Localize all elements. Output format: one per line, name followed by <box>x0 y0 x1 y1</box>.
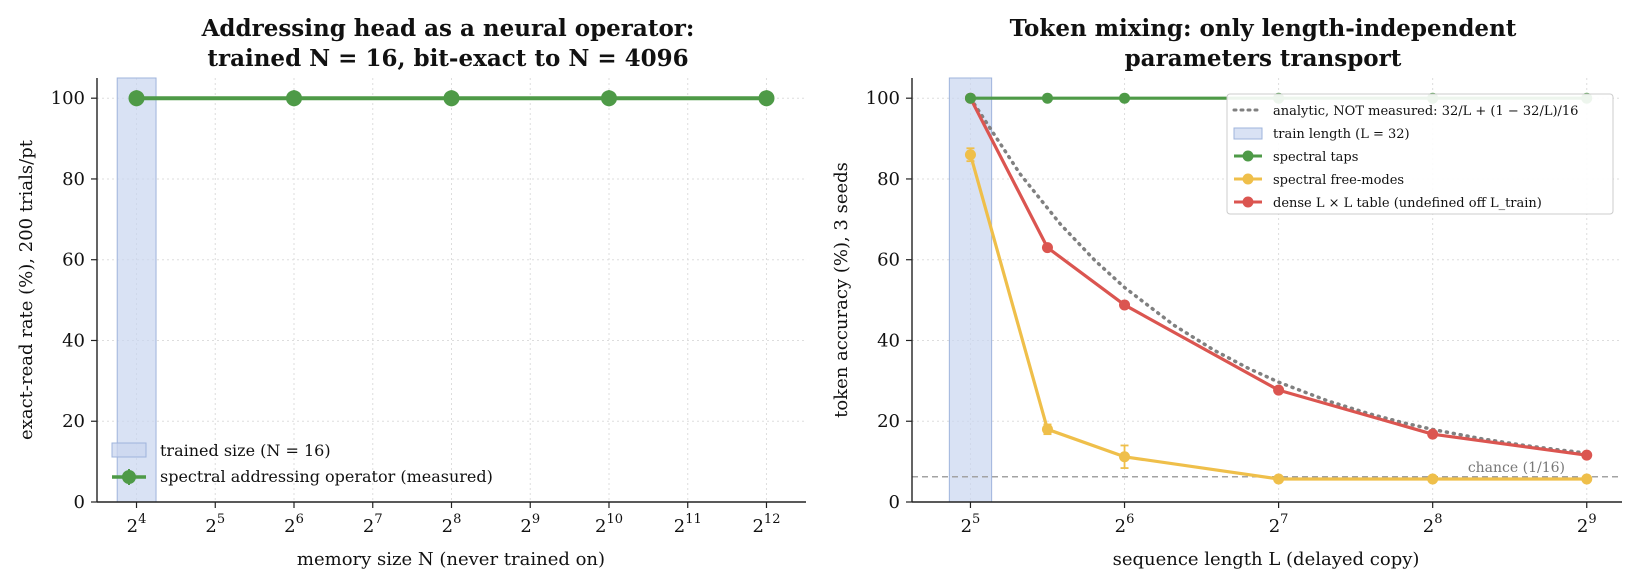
right-series-dense-point <box>1427 428 1439 440</box>
right-series-freemodes-point <box>964 149 976 161</box>
right-y-tick-label: 40 <box>877 330 900 351</box>
left-series-point <box>758 90 775 107</box>
right-analytic-curve <box>968 96 1589 455</box>
left-x-tick-label: 26 <box>284 512 304 537</box>
right-series-freemodes-point <box>1119 451 1131 463</box>
left-chart-panel: Addressing head as a neural operator: tr… <box>16 15 806 570</box>
right-series-freemodes-line <box>968 154 1587 481</box>
left-x-ticks: 24 25 26 27 28 29 210 211 212 <box>127 502 780 537</box>
right-legend-taps-label: spectral taps <box>1273 150 1358 165</box>
left-y-axis-label: exact-read rate (%), 200 trials/pt <box>16 139 37 440</box>
right-series-freemodes-point <box>1581 473 1593 485</box>
left-y-tick-label: 60 <box>62 250 85 271</box>
left-x-tick-label: 27 <box>363 512 383 537</box>
left-series-point <box>286 90 303 107</box>
left-legend-shade-swatch <box>111 442 147 458</box>
right-chart-panel: Token mixing: only length-independent pa… <box>831 15 1622 570</box>
right-chance-label: chance (1/16) <box>1468 460 1565 476</box>
right-chart-title-line1: Token mixing: only length-independent <box>1010 15 1517 42</box>
right-series-taps-point <box>1119 92 1131 104</box>
right-series-freemodes-point <box>1041 423 1053 435</box>
left-legend-shade-label: trained size (N = 16) <box>160 441 331 460</box>
right-chance-line: chance (1/16) <box>912 460 1622 478</box>
left-y-tick-label: 0 <box>74 492 85 513</box>
right-series-taps-point <box>1041 92 1053 104</box>
left-series-point <box>128 90 145 107</box>
left-x-tick-label: 28 <box>442 512 462 537</box>
right-x-tick-label: 28 <box>1423 512 1443 537</box>
left-chart-title-line1: Addressing head as a neural operator: <box>201 15 695 42</box>
right-legend-analytic-label: analytic, NOT measured: 32/L + (1 − 32/L… <box>1273 104 1578 119</box>
right-legend-freemodes-marker <box>1242 173 1254 185</box>
right-y-tick-label: 60 <box>877 250 900 271</box>
right-series-taps-point <box>964 92 976 104</box>
left-grid <box>97 78 806 503</box>
left-x-tick-label: 210 <box>595 512 623 537</box>
left-y-ticks: 0 20 40 60 80 100 <box>51 88 97 513</box>
right-analytic-dotted-line <box>968 96 1589 455</box>
right-series-dense-point <box>1041 242 1053 254</box>
left-series-layer <box>128 90 775 107</box>
right-x-ticks: 25 26 27 28 29 <box>961 502 1597 537</box>
left-series-point <box>600 90 617 107</box>
right-x-tick-label: 26 <box>1115 512 1135 537</box>
right-legend-shade-swatch <box>1233 127 1263 140</box>
right-series-dense-line <box>969 97 1587 457</box>
right-x-axis-label: sequence length L (delayed copy) <box>1113 549 1420 570</box>
right-series-dense-point <box>1119 299 1131 311</box>
right-shaded-region <box>948 77 993 503</box>
left-legend-series-label: spectral addressing operator (measured) <box>160 467 493 486</box>
left-legend: trained size (N = 16) spectral addressin… <box>111 441 493 486</box>
left-shaded-band <box>116 77 157 503</box>
left-y-tick-label: 80 <box>62 169 85 190</box>
right-legend-dense-label: dense L × L table (undefined off L_train… <box>1273 196 1542 211</box>
right-legend-freemodes-label: spectral free-modes <box>1273 173 1404 188</box>
right-x-tick-label: 27 <box>1269 512 1289 537</box>
left-y-tick-label: 20 <box>62 411 85 432</box>
right-y-tick-label: 0 <box>889 492 900 513</box>
left-chart-title-line2: trained N = 16, bit-exact to N = 4096 <box>207 45 688 72</box>
right-y-tick-label: 20 <box>877 411 900 432</box>
right-series-freemodes-point <box>1273 473 1285 485</box>
left-x-axis-label: memory size N (never trained on) <box>297 549 605 570</box>
left-x-tick-label: 29 <box>520 512 540 537</box>
right-y-tick-label: 100 <box>866 88 900 109</box>
left-x-tick-label: 24 <box>127 512 147 537</box>
right-legend-dense-marker <box>1242 196 1254 208</box>
left-shaded-region <box>116 77 157 503</box>
left-y-tick-label: 40 <box>62 330 85 351</box>
left-y-tick-label: 100 <box>51 88 85 109</box>
left-x-tick-label: 25 <box>205 512 225 537</box>
right-y-ticks: 0 20 40 60 80 100 <box>866 88 912 513</box>
right-legend: analytic, NOT measured: 32/L + (1 − 32/L… <box>1226 93 1614 215</box>
left-legend-series-marker <box>122 470 136 484</box>
left-x-tick-label: 211 <box>674 512 702 537</box>
right-y-axis-label: token accuracy (%), 3 seeds <box>831 162 852 418</box>
right-legend-shade-label: train length (L = 32) <box>1273 127 1410 142</box>
left-series-point <box>443 90 460 107</box>
right-series-dense-point <box>1581 449 1593 461</box>
right-legend-taps-marker <box>1242 150 1254 162</box>
right-chart-title-line2: parameters transport <box>1125 45 1402 72</box>
right-legend-frame <box>1226 93 1614 215</box>
right-x-tick-label: 29 <box>1577 512 1597 537</box>
right-y-tick-label: 80 <box>877 169 900 190</box>
right-shaded-band <box>948 77 993 503</box>
right-series-freemodes-point <box>1427 473 1439 485</box>
left-x-tick-label: 212 <box>752 512 780 537</box>
right-x-tick-label: 25 <box>961 512 981 537</box>
right-series-dense-point <box>1273 384 1285 396</box>
